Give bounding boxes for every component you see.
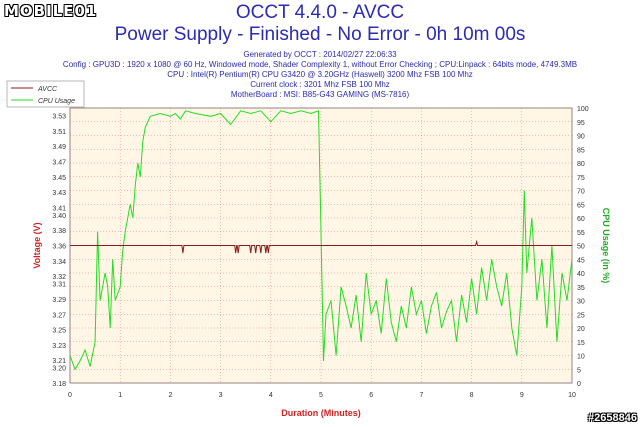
y-tick-label: 3.36 <box>52 244 66 251</box>
y2-tick-label: 75 <box>577 175 585 182</box>
cpu-info: CPU : Intel(R) Pentium(R) CPU G3420 @ 3.… <box>167 70 473 79</box>
y2-tick-label: 100 <box>577 106 589 113</box>
y-tick-label: 3.18 <box>52 381 66 388</box>
y-tick-label: 3.23 <box>52 343 66 350</box>
y-tick-label: 3.21 <box>52 358 66 365</box>
clock-info: Current clock : 3201 Mhz FSB 100 Mhz <box>250 80 390 89</box>
x-tick-label: 8 <box>470 392 474 399</box>
series-avcc-line <box>70 239 572 254</box>
y-tick-label: 3.25 <box>52 328 66 335</box>
generated-info: Generated by OCCT : 2014/02/27 22:06:33 <box>243 50 397 59</box>
chart-title: OCCT 4.4.0 - AVCC <box>235 2 405 23</box>
y-tick-label: 3.53 <box>52 114 66 121</box>
y2-tick-label: 45 <box>577 257 585 264</box>
y2-tick-label: 90 <box>577 134 585 141</box>
y2-axis-label: CPU Usage (in %) <box>601 208 611 284</box>
y-tick-label: 3.41 <box>52 205 66 212</box>
y-tick-label: 3.27 <box>52 312 66 319</box>
y2-tick-label: 10 <box>577 354 585 361</box>
x-tick-label: 7 <box>419 392 423 399</box>
y2-tick-label: 30 <box>577 299 585 306</box>
y2-tick-label: 55 <box>577 230 585 237</box>
y2-tick-label: 85 <box>577 147 585 154</box>
y-tick-label: 3.51 <box>52 129 66 136</box>
watermark: #2658846 <box>588 412 637 424</box>
y-axis-label: Voltage (V) <box>32 222 42 268</box>
legend-label-cpu-usage: CPU Usage <box>38 98 75 105</box>
y-tick-label: 3.40 <box>52 213 66 220</box>
y-tick-label: 3.45 <box>52 175 66 182</box>
x-tick-label: 2 <box>168 392 172 399</box>
x-axis-ticks: 0 1 2 3 4 5 6 7 8 9 10 <box>68 392 576 399</box>
y2-axis-ticks: 0 5 10 15 20 25 30 35 40 45 50 55 60 65 70 75 80 85 90 95 10… <box>577 106 589 388</box>
y-tick-label: 3.43 <box>52 190 66 197</box>
x-axis-label: Duration (Minutes) <box>281 408 361 418</box>
x-tick-label: 9 <box>520 392 524 399</box>
y-tick-label: 3.32 <box>52 274 66 281</box>
y-tick-label: 3.38 <box>52 228 66 235</box>
x-tick-label: 0 <box>68 392 72 399</box>
x-tick-label: 10 <box>568 392 576 399</box>
y-tick-label: 3.20 <box>52 366 66 373</box>
y2-tick-label: 15 <box>577 340 585 347</box>
y2-tick-label: 5 <box>577 367 581 374</box>
x-tick-label: 1 <box>118 392 122 399</box>
y2-tick-label: 95 <box>577 120 585 127</box>
y2-tick-label: 60 <box>577 216 585 223</box>
y-tick-label: 3.49 <box>52 144 66 151</box>
y2-tick-label: 25 <box>577 312 585 319</box>
x-tick-label: 5 <box>319 392 323 399</box>
y-tick-label: 3.47 <box>52 159 66 166</box>
legend: AVCC CPU Usage <box>6 80 85 108</box>
legend-box <box>6 80 85 108</box>
y2-tick-label: 65 <box>577 202 585 209</box>
brand-logo: MOBILE01 <box>4 2 98 20</box>
motherboard-info: MotherBoard : MSI: B85-G43 GAMING (MS-78… <box>230 90 410 99</box>
y-axis-ticks: 3.18 3.203.21 3.23 3.25 3.27 3.29 3.313.32 3.34… <box>52 114 66 388</box>
y2-tick-label: 50 <box>577 244 585 251</box>
y2-tick-label: 70 <box>577 189 585 196</box>
y2-tick-label: 0 <box>577 381 581 388</box>
y-tick-label: 3.31 <box>52 282 66 289</box>
grid-lines <box>69 107 573 384</box>
legend-label-avcc: AVCC <box>37 86 58 93</box>
y2-tick-label: 35 <box>577 285 585 292</box>
y2-tick-label: 40 <box>577 271 585 278</box>
config-info: Config : GPU3D : 1920 x 1080 @ 60 Hz, Wi… <box>62 60 578 69</box>
chart-subtitle: Power Supply - Finished - No Error - 0h … <box>114 24 526 45</box>
y-tick-label: 3.34 <box>52 259 66 266</box>
x-tick-label: 3 <box>219 392 223 399</box>
y-tick-label: 3.29 <box>52 297 66 304</box>
x-tick-label: 4 <box>269 392 273 399</box>
y2-tick-label: 80 <box>577 161 585 168</box>
y2-tick-label: 20 <box>577 326 585 333</box>
series-cpu-usage-line <box>69 110 573 371</box>
x-tick-label: 6 <box>369 392 373 399</box>
